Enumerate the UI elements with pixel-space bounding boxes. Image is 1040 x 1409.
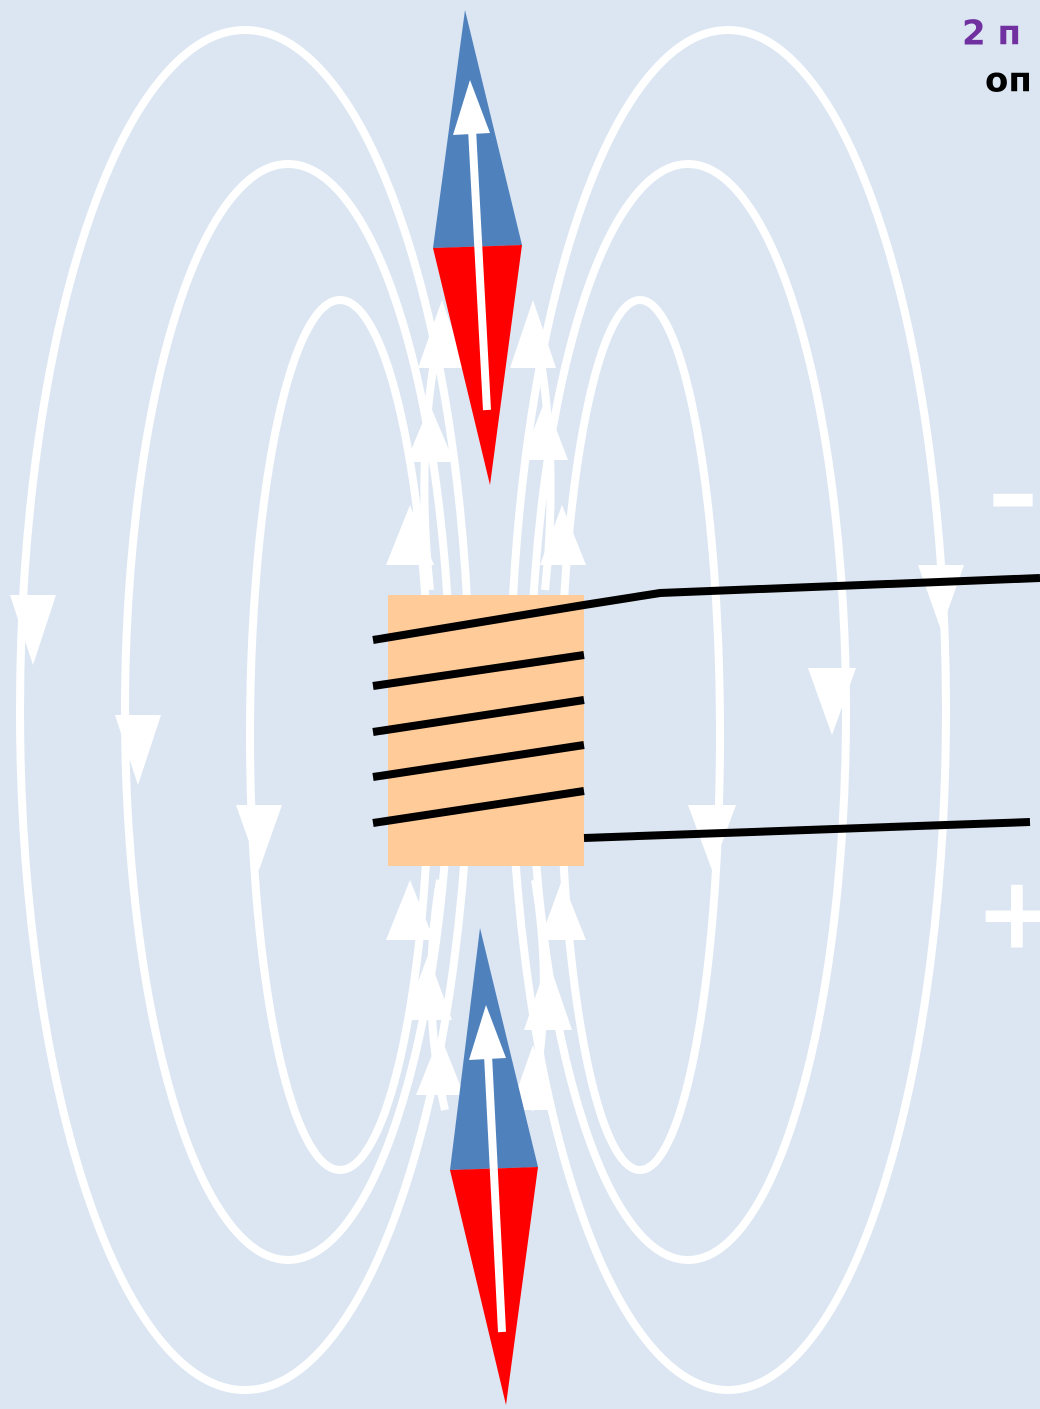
wire: [372, 574, 1040, 644]
heading-line: оп: [985, 61, 1032, 101]
needle-arrow: [483, 1034, 506, 1333]
wire: [583, 818, 1031, 842]
arrow: [236, 805, 282, 870]
coil: [388, 595, 584, 866]
arrow: [510, 300, 556, 368]
compass-top: [433, 10, 522, 485]
winding: [372, 651, 585, 690]
arrow: [510, 1045, 556, 1110]
winding: [372, 741, 585, 781]
arrow: [540, 505, 586, 565]
arrow: [115, 715, 161, 785]
needle-arrowhead: [453, 80, 490, 135]
arrow: [808, 668, 856, 735]
field-arrows: [10, 300, 964, 1110]
needle-arrow: [467, 109, 491, 411]
arrow: [386, 880, 434, 940]
arrow: [540, 880, 586, 940]
minus-terminal: –: [988, 434, 1038, 551]
arrow: [418, 300, 466, 368]
heading-line: 2 п: [962, 14, 1021, 54]
plus-terminal: +: [975, 854, 1040, 971]
winding: [372, 787, 585, 827]
winding: [372, 696, 585, 736]
arrow: [10, 595, 56, 665]
needle-south: [450, 1167, 538, 1405]
arrow: [522, 400, 568, 460]
arrow: [688, 805, 736, 870]
arrow: [406, 405, 454, 462]
arrow: [524, 960, 572, 1030]
wires: [372, 574, 1040, 842]
arrow: [416, 1035, 464, 1095]
needle-south: [433, 245, 522, 485]
arrow: [386, 505, 434, 565]
compass-bottom: [450, 928, 538, 1405]
arrow: [404, 955, 452, 1020]
needle-arrowhead: [469, 1005, 506, 1060]
